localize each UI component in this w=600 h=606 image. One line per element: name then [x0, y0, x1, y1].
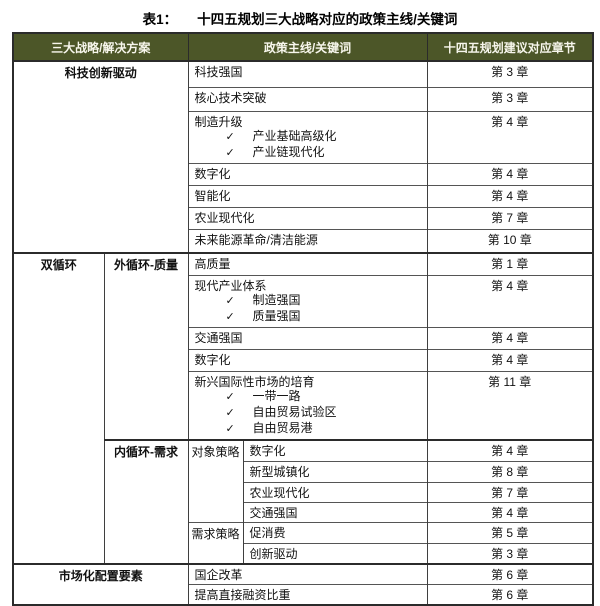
keyword-cell: 高质量	[187, 252, 428, 275]
strategy-cell-target-strategy: 对象策略	[187, 439, 244, 522]
keyword-cell: 国企改革	[187, 563, 428, 585]
check-icon: ✓	[225, 390, 235, 403]
keyword-cell: 智能化	[187, 184, 428, 207]
table-row: 交通强国 第 4 章	[13, 326, 594, 349]
policy-table: 三大战略/解决方案 政策主线/关键词 十四五规划建议对应章节 科技创新驱动 科技…	[12, 32, 594, 606]
column-header-strategies: 三大战略/解决方案	[12, 32, 189, 62]
keyword-cell: 新兴国际性市场的培育 ✓ 一带一路 ✓ 自由贸易试验区 ✓ 自由贸易港	[187, 370, 428, 440]
check-icon: ✓	[225, 422, 235, 435]
table-caption-label: 表1：	[142, 12, 178, 27]
check-icon: ✓	[225, 310, 235, 323]
strategy-cell-market-allocation: 市场化配置要素	[12, 563, 189, 605]
keyword-label: 现代产业体系	[194, 278, 267, 293]
table-row: 现代产业体系 ✓ 制造强国 ✓ 质量强国 第 4 章	[13, 274, 594, 327]
keyword-cell: 数字化	[187, 348, 428, 371]
chapter-cell: 第 6 章	[426, 563, 594, 585]
column-header-keywords: 政策主线/关键词	[187, 32, 428, 62]
chapter-cell: 第 4 章	[426, 110, 594, 163]
keyword-cell: 科技强国	[187, 60, 428, 87]
chapter-cell: 第 4 章	[426, 326, 594, 349]
keyword-subitem: ✓ 产业链现代化	[225, 144, 325, 159]
keyword-cell: 核心技术突破	[187, 86, 428, 111]
keyword-cell: 制造升级 ✓ 产业基础高级化 ✓ 产业链现代化	[187, 110, 428, 163]
table-row: 新兴国际性市场的培育 ✓ 一带一路 ✓ 自由贸易试验区 ✓ 自由贸易港 第 11 章	[13, 370, 594, 440]
keyword-subitem: ✓ 自由贸易港	[225, 420, 313, 435]
keyword-subitem: ✓ 自由贸易试验区	[225, 404, 337, 419]
table-row: 未来能源革命/清洁能源 第 10 章	[13, 228, 594, 253]
chapter-cell: 第 4 章	[426, 501, 594, 522]
keyword-cell: 交通强国	[242, 501, 428, 522]
table-row: 科技创新驱动 科技强国 第 3 章	[12, 60, 594, 253]
keyword-subitem: ✓ 制造强国	[225, 292, 301, 307]
keyword-cell: 农业现代化	[242, 481, 428, 502]
check-icon: ✓	[225, 146, 235, 159]
table-row: 交通强国 第 4 章	[13, 501, 594, 522]
keyword-subitem: ✓ 质量强国	[225, 308, 301, 323]
check-icon: ✓	[225, 130, 235, 143]
keyword-cell: 现代产业体系 ✓ 制造强国 ✓ 质量强国	[187, 274, 428, 327]
keyword-cell: 农业现代化	[187, 206, 428, 229]
chapter-cell: 第 4 章	[426, 184, 594, 207]
strategy-cell-outer-quality: 外循环-质量	[103, 252, 189, 440]
table-row: 创新驱动 第 3 章	[13, 542, 594, 564]
table-row: 数字化 第 4 章	[13, 162, 594, 185]
table-row: 农业现代化 第 7 章	[13, 206, 594, 229]
chapter-cell: 第 6 章	[426, 584, 594, 605]
keyword-cell: 交通强国	[187, 326, 428, 349]
keyword-label: 新兴国际性市场的培育	[194, 374, 315, 389]
strategy-cell-inner-demand: 内循环-需求	[103, 439, 189, 564]
table-header-row: 三大战略/解决方案 政策主线/关键词 十四五规划建议对应章节	[12, 32, 594, 62]
chapter-cell: 第 7 章	[426, 206, 594, 229]
keyword-cell: 创新驱动	[242, 542, 428, 564]
column-header-chapters: 十四五规划建议对应章节	[426, 32, 594, 62]
table-row: 制造升级 ✓ 产业基础高级化 ✓ 产业链现代化 第 4 章	[13, 110, 594, 163]
chapter-cell: 第 7 章	[426, 481, 594, 502]
keyword-label: 制造升级	[194, 114, 243, 129]
keyword-subitem: ✓ 产业基础高级化	[225, 128, 337, 143]
strategy-cell-tech-innovation: 科技创新驱动	[12, 60, 189, 253]
table-caption-title: 十四五规划三大战略对应的政策主线/关键词	[197, 12, 458, 27]
keyword-cell: 数字化	[242, 439, 428, 461]
chapter-cell: 第 1 章	[426, 252, 594, 275]
chapter-cell: 第 4 章	[426, 439, 594, 461]
strategy-cell-demand-strategy: 需求策略	[187, 521, 244, 564]
keyword-cell: 未来能源革命/清洁能源	[187, 228, 428, 253]
chapter-cell: 第 10 章	[426, 228, 594, 253]
keyword-cell: 促消费	[242, 521, 428, 543]
chapter-cell: 第 4 章	[426, 348, 594, 371]
table-row: 新型城镇化 第 8 章	[13, 460, 594, 482]
check-icon: ✓	[225, 294, 235, 307]
table-row: 需求策略 促消费 第 5 章	[13, 521, 594, 564]
table-row: 市场化配置要素 国企改革 第 6 章	[12, 563, 594, 605]
table-row: 数字化 第 4 章	[13, 348, 594, 371]
keyword-cell: 新型城镇化	[242, 460, 428, 482]
table-row: 核心技术突破 第 3 章	[13, 86, 594, 111]
chapter-cell: 第 5 章	[426, 521, 594, 543]
chapter-cell: 第 3 章	[426, 542, 594, 564]
chapter-cell: 第 3 章	[426, 86, 594, 111]
table-row: 农业现代化 第 7 章	[13, 481, 594, 502]
chapter-cell: 第 3 章	[426, 60, 594, 87]
check-icon: ✓	[225, 406, 235, 419]
chapter-cell: 第 11 章	[426, 370, 594, 440]
table-row: 智能化 第 4 章	[13, 184, 594, 207]
chapter-cell: 第 4 章	[426, 162, 594, 185]
keyword-cell: 数字化	[187, 162, 428, 185]
keyword-cell: 提高直接融资比重	[187, 584, 428, 605]
strategy-cell-dual-circulation: 双循环	[12, 252, 105, 564]
keyword-subitem: ✓ 一带一路	[225, 388, 301, 403]
chapter-cell: 第 4 章	[426, 274, 594, 327]
chapter-cell: 第 8 章	[426, 460, 594, 482]
table-row: 内循环-需求 对象策略 数字化 第 4 章	[13, 439, 594, 564]
table-caption: 表1： 十四五规划三大战略对应的政策主线/关键词	[0, 8, 600, 28]
table-row: 双循环 外循环-质量 高质量 第 1 章	[12, 252, 594, 564]
